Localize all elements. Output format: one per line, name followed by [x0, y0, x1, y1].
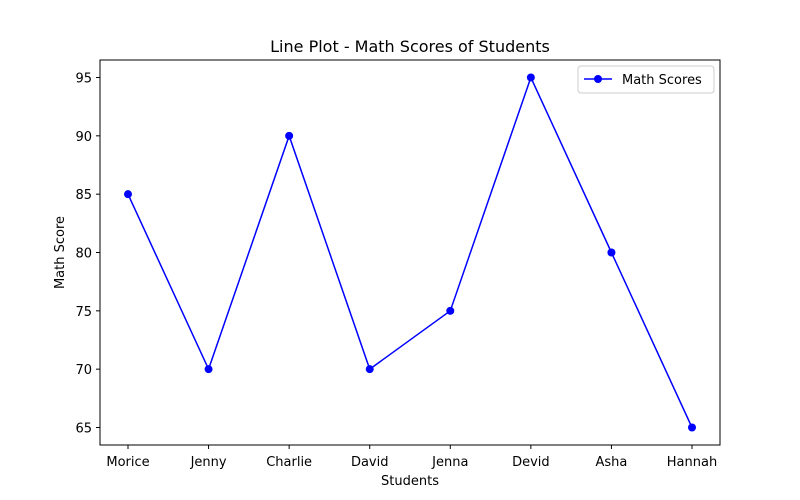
y-tick-label: 85	[75, 188, 92, 203]
data-point	[446, 306, 455, 315]
data-point	[124, 190, 132, 199]
data-point	[204, 365, 213, 374]
y-tick-label: 95	[75, 72, 92, 87]
y-tick-label: 75	[75, 305, 92, 320]
legend-entry-math-scores: Math Scores	[622, 73, 702, 88]
legend-frame	[577, 65, 715, 94]
x-tick-label: Charlie	[266, 455, 312, 470]
y-tick-label: 80	[75, 247, 92, 262]
data-point	[526, 73, 535, 82]
data-point	[285, 131, 294, 140]
y-tick-label: 90	[75, 130, 92, 145]
plot-area-frame	[99, 59, 721, 446]
x-tick-label: Morice	[106, 455, 149, 470]
x-axis-label: Students	[381, 474, 439, 489]
x-tick-label: Devid	[512, 455, 550, 470]
legend: Math Scores	[577, 65, 715, 94]
chart-title: Line Plot - Math Scores of Students	[270, 37, 550, 56]
data-point	[607, 248, 616, 257]
x-tick-label: Hannah	[667, 455, 717, 470]
x-tick-label: Asha	[595, 455, 627, 470]
series-layer	[124, 73, 696, 432]
data-point	[688, 423, 696, 432]
x-tick-label: Jenny	[190, 455, 227, 470]
y-axis: 65 70 75 80 85 90 95	[75, 72, 100, 437]
data-point	[365, 365, 374, 374]
legend-marker-swatch	[594, 75, 602, 83]
x-axis: Morice Jenny Charlie David Jenna Devid Asha Han…	[106, 445, 717, 470]
y-tick-label: 65	[75, 422, 92, 437]
y-tick-label: 70	[75, 363, 92, 378]
x-tick-label: Jenna	[431, 455, 468, 470]
x-tick-label: David	[351, 455, 389, 470]
series-line-math-scores	[127, 75, 693, 428]
y-axis-label: Math Score	[53, 216, 68, 289]
